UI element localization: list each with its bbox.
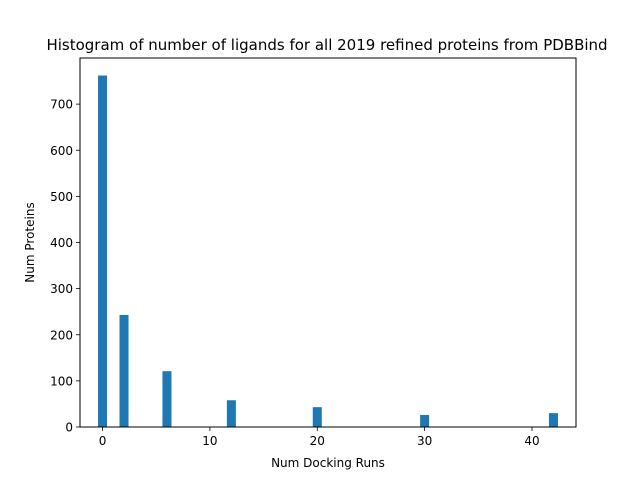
x-axis-label: Num Docking Runs (271, 456, 385, 470)
y-axis: 0 100 200 300 400 500 600 700 (50, 98, 80, 435)
y-tick-label: 400 (50, 236, 73, 250)
histogram-bar (312, 407, 322, 427)
y-axis-label: Num Proteins (23, 202, 37, 282)
y-tick-label: 100 (50, 374, 73, 388)
x-tick-label: 40 (524, 434, 539, 448)
histogram-bar (226, 400, 236, 427)
histogram-bar (98, 75, 108, 427)
y-tick-label: 500 (50, 190, 73, 204)
y-tick-label: 300 (50, 282, 73, 296)
x-axis: 0 10 20 30 40 (99, 427, 540, 448)
x-tick-label: 20 (310, 434, 325, 448)
y-tick-label: 0 (65, 421, 73, 435)
chart-title: Histogram of number of ligands for all 2… (46, 36, 607, 54)
histogram-bar (548, 413, 558, 427)
histogram-bar (420, 415, 430, 427)
y-tick-label: 700 (50, 98, 73, 112)
y-tick-label: 200 (50, 328, 73, 342)
histogram-bar (119, 314, 129, 427)
histogram-bar (162, 371, 172, 427)
bars-group (98, 75, 558, 427)
x-tick-label: 10 (202, 434, 217, 448)
x-tick-label: 30 (417, 434, 432, 448)
x-tick-label: 0 (99, 434, 107, 448)
y-tick-label: 600 (50, 144, 73, 158)
plot-frame (79, 57, 577, 428)
